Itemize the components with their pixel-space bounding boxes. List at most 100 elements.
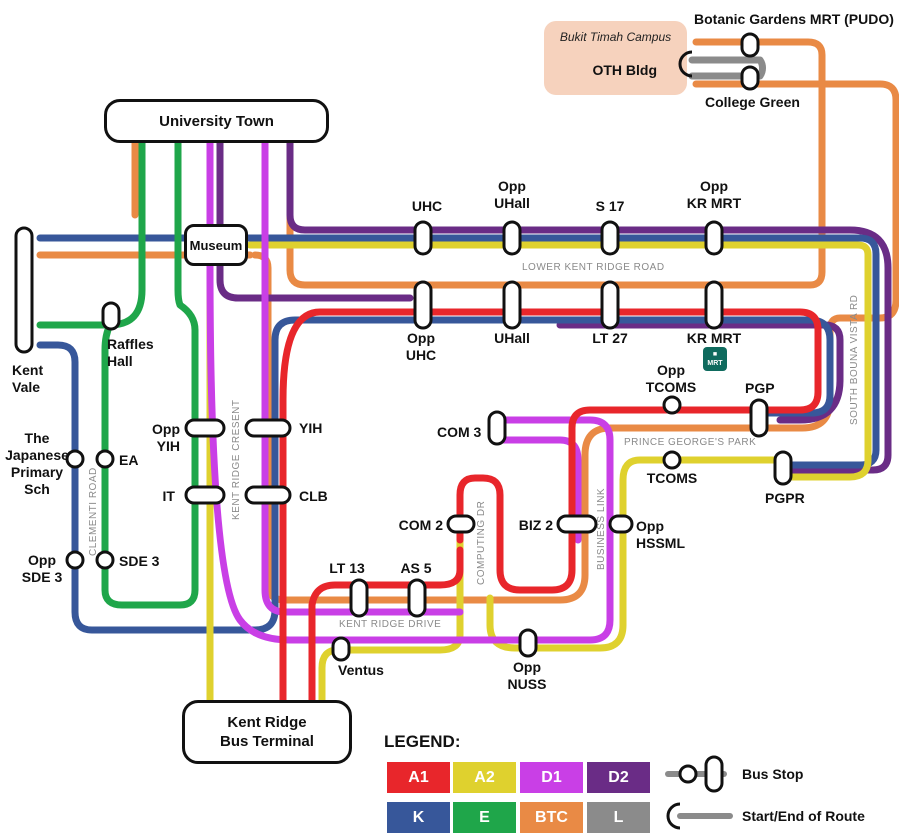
stop-label-opp-yih: Opp YIH [152,421,180,454]
stop-label-s17: S 17 [595,198,625,214]
legend-route-a2: A2 [453,762,516,793]
legend-route-l: L [587,802,650,833]
stop-label-yih: YIH [299,420,323,436]
route-d2-line [216,136,892,474]
university-town-terminal[interactable]: University Town [104,99,329,143]
museum-terminal[interactable]: Museum [184,224,248,266]
route-d1-line [206,136,614,644]
stop-label-opp-nuss: Opp NUSS [507,659,547,692]
stop-label-kent-vale: Kent Vale [12,362,44,395]
oth-route-end-cap [678,50,693,78]
legend-bus-stop-text: Bus Stop [742,766,804,782]
bukit-timah-campus-area: Bukit Timah Campus OTH Bldg [544,21,687,95]
legend-route-btc: BTC [520,802,583,833]
legend-pill-stop-icon [704,755,724,793]
stop-label-it: IT [162,488,175,504]
legend-label-a1: A1 [408,768,429,786]
stop-marker-tcoms [662,450,682,470]
stop-label-com2: COM 2 [398,517,443,533]
road-label-computing-dr: COMPUTING DR [476,500,487,585]
road-label-kent-ridge-crescent: KENT RIDGE CRESENT [231,399,242,521]
legend-route-d1: D1 [520,762,583,793]
stop-label-raffles-hall: Raffles Hall [107,336,154,369]
stop-marker-clb [244,485,292,505]
stop-marker-yih [244,418,292,438]
stop-marker-lt13 [349,578,369,618]
stop-label-opp-uhc: Opp UHC [405,330,437,363]
stop-marker-opp-yih [184,418,226,438]
stop-marker-college-green [740,65,760,91]
stop-label-com3: COM 3 [437,424,482,440]
stop-marker-as5 [407,578,427,618]
route-a2-line [206,241,872,709]
stop-marker-uhc [413,220,433,256]
stop-marker-s17 [600,220,620,256]
stop-marker-pgpr [773,450,793,486]
stop-label-lt27: LT 27 [592,330,628,346]
stop-marker-sde3 [95,550,115,570]
stop-marker-biz2 [556,514,598,534]
stop-label-uhall: UHall [494,330,530,346]
stop-label-botanic-gardens: Botanic Gardens MRT (PUDO) [694,11,894,27]
road-label-business-link: BUSINESS LINK [596,487,607,570]
stop-label-opp-kr-mrt: Opp KR MRT [686,178,742,211]
mrt-badge-icon: ■ MRT [703,347,727,371]
stop-marker-it [184,485,226,505]
legend-label-btc: BTC [535,808,568,826]
stop-label-pgpr: PGPR [765,490,805,506]
stop-label-uhc: UHC [411,198,443,214]
train-glyph: ■ [712,351,718,358]
stop-marker-opp-hssml [608,514,634,534]
road-label-prince-georges: PRINCE GEORGE'S PARK [624,437,757,448]
stop-label-kr-mrt: KR MRT [686,330,742,346]
stop-marker-japanese-sch [65,449,85,469]
route-a1-line [279,308,822,709]
route-e-line [36,136,199,609]
legend-label-a2: A2 [474,768,495,786]
stop-marker-com2 [446,514,476,534]
kent-vale-terminal-bar [14,226,34,354]
stop-label-college-green: College Green [705,94,800,110]
road-label-lower-kent-ridge: LOWER KENT RIDGE ROAD [522,262,665,273]
stop-label-ventus: Ventus [338,662,384,678]
stop-marker-lt27 [600,280,620,330]
road-label-clementi: CLEMENTI ROAD [88,467,99,556]
stop-label-opp-uhall: Opp UHall [494,178,530,211]
stop-marker-opp-nuss [518,628,538,658]
kent-ridge-bus-terminal[interactable]: Kent Ridge Bus Terminal [182,700,352,764]
legend-label-d2: D2 [608,768,629,786]
stop-label-opp-sde3: Opp SDE 3 [21,552,63,585]
legend-route-d2: D2 [587,762,650,793]
stop-label-opp-hssml: Opp HSSML [636,518,685,551]
legend-label-k: K [412,808,425,826]
legend-title: LEGEND: [384,732,461,751]
stop-marker-uhall [502,280,522,330]
stop-marker-pgp [749,398,769,438]
legend-route-a1: A1 [387,762,450,793]
stop-marker-opp-sde3 [65,550,85,570]
stop-marker-botanic [740,32,760,58]
legend-label-e: E [479,808,490,826]
stop-label-as5: AS 5 [400,560,432,576]
campus-title: Bukit Timah Campus [559,30,672,44]
stop-marker-opp-tcoms [662,395,682,415]
legend-round-stop-icon [678,764,698,784]
road-label-kent-ridge-drive: KENT RIDGE DRIVE [339,619,442,630]
legend-route-k: K [387,802,450,833]
legend-label-d1: D1 [541,768,562,786]
stop-marker-opp-uhall [502,220,522,256]
stop-marker-ventus [331,636,351,662]
stop-label-opp-tcoms: Opp TCOMS [645,362,697,395]
stop-marker-raffles-hall [101,301,121,331]
stop-label-ea: EA [119,452,139,468]
stop-label-lt13: LT 13 [329,560,365,576]
oth-bldg-label: OTH Bldg [592,62,657,78]
mrt-badge-text: MRT [707,360,723,367]
stop-label-pgp: PGP [745,380,775,396]
stop-label-sde3: SDE 3 [119,553,160,569]
stop-label-tcoms: TCOMS [646,470,698,486]
legend-route-end-icon [666,802,681,830]
route-l-line [688,56,766,80]
stop-marker-kr-mrt [704,280,724,330]
